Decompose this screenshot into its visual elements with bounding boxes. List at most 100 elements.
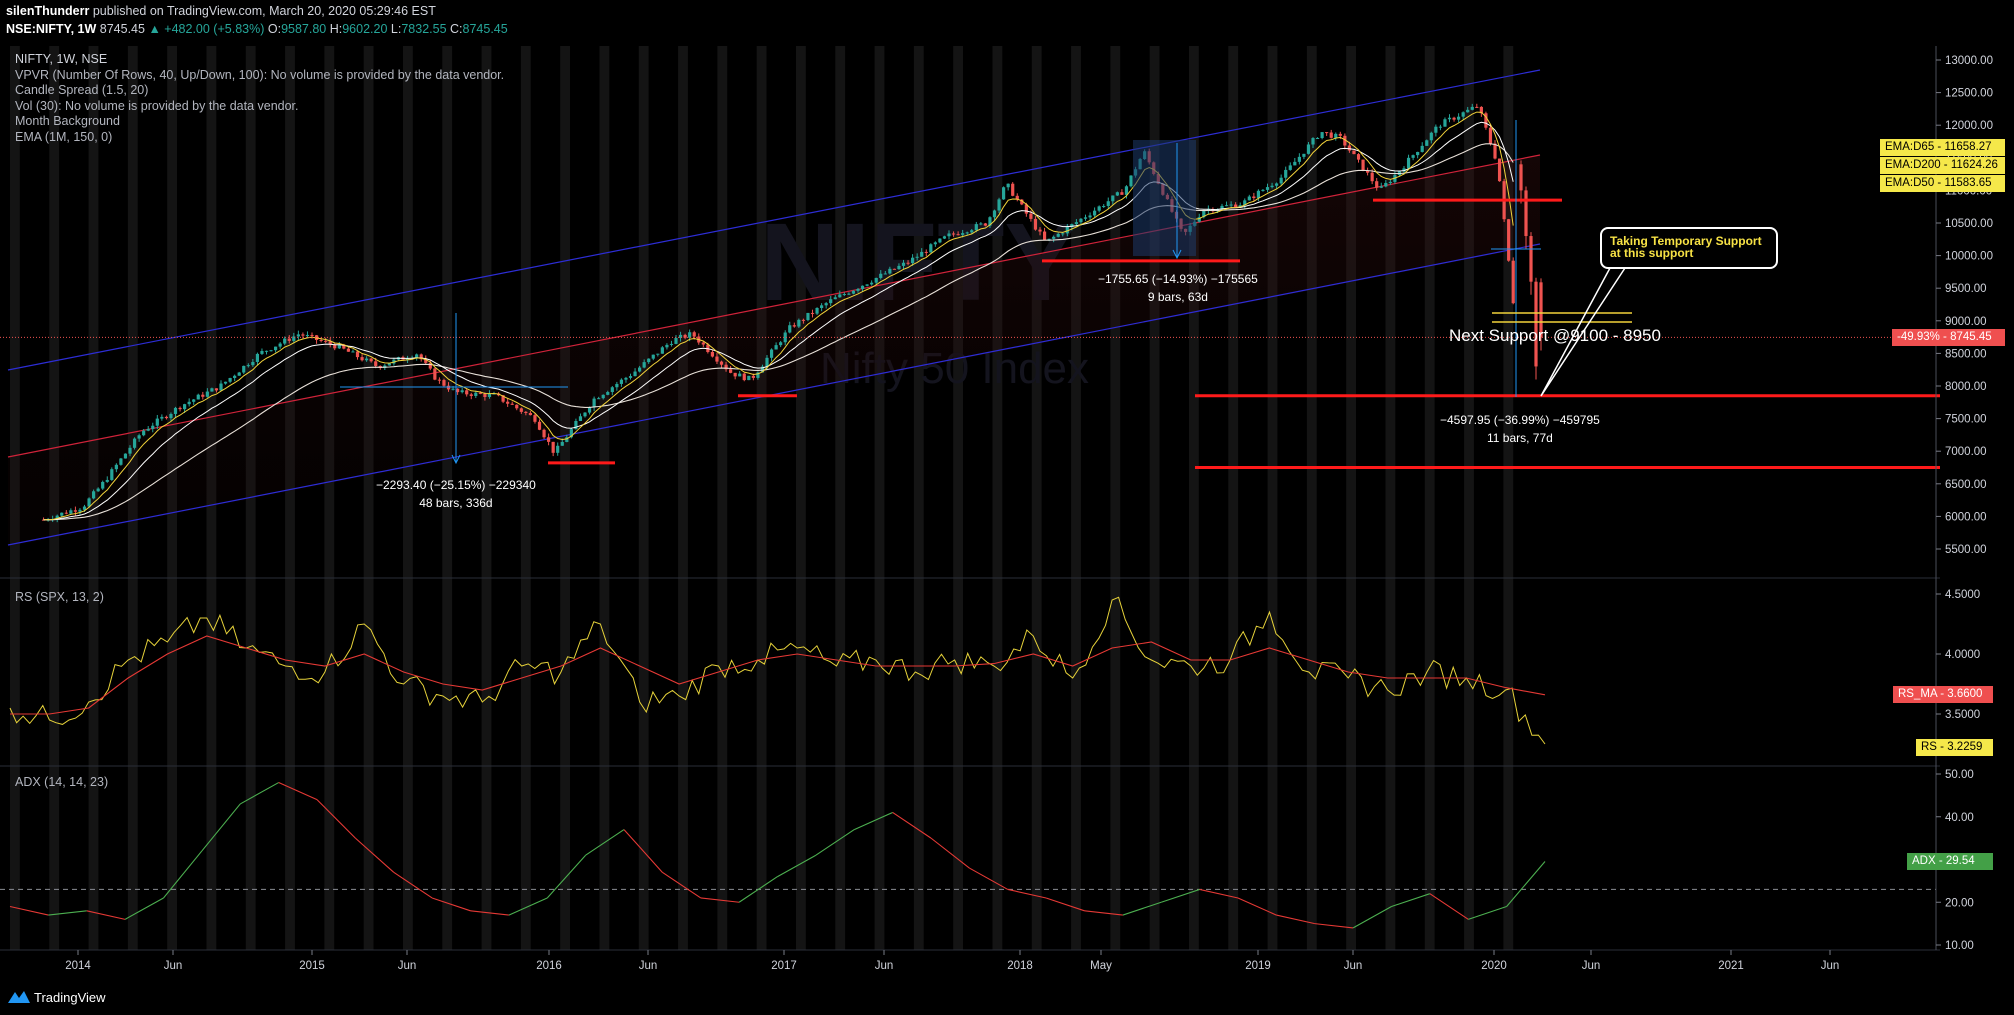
candle-body — [1488, 127, 1493, 144]
candle-body — [223, 381, 228, 384]
legend-month-background[interactable]: Month Background — [15, 114, 120, 128]
legend-symbol[interactable]: NIFTY, 1W, NSE — [15, 52, 108, 66]
candle-body — [942, 236, 947, 239]
candle-body — [251, 361, 255, 366]
candle-body — [1129, 175, 1133, 187]
low-value: 7832.55 — [401, 22, 447, 36]
candle-body — [283, 338, 287, 344]
candle-body — [87, 498, 91, 507]
time-tick-label: Jun — [1582, 960, 1601, 972]
candle-body — [1056, 233, 1060, 237]
adx-segment — [1468, 906, 1507, 920]
tradingview-logo-icon[interactable] — [7, 988, 31, 1006]
adx-segment — [969, 867, 1009, 890]
price-axes[interactable]: 13000.0012500.0012000.0011500.0011000.00… — [1935, 46, 1993, 952]
candle-body — [933, 242, 937, 245]
candle-body — [1261, 189, 1265, 191]
candle-body — [1529, 236, 1533, 282]
author-name[interactable]: silenThunderr — [6, 4, 90, 18]
candle-body — [92, 491, 96, 499]
candle-body — [847, 293, 851, 295]
legend-ema[interactable]: EMA (1M, 150, 0) — [15, 129, 113, 144]
legend-candle-spread[interactable]: Candle Spread (1.5, 20) — [15, 83, 149, 97]
price-change: ▲ +482.00 (+5.83%) — [148, 22, 265, 36]
month-band — [638, 46, 649, 950]
candle-body — [1302, 153, 1306, 157]
candle-body — [1475, 106, 1479, 108]
month-band — [403, 46, 413, 950]
adx-legend[interactable]: ADX (14, 14, 23) — [15, 775, 109, 789]
price-tick-label: 10000.00 — [1945, 251, 1993, 263]
candle-body — [992, 210, 997, 218]
legend-vol[interactable]: Vol (30): No volume is provided by the d… — [15, 98, 299, 113]
candle-body — [41, 519, 46, 521]
candle-body — [974, 224, 978, 231]
candle-body — [1443, 119, 1447, 127]
month-band — [1306, 46, 1317, 950]
month-band — [874, 46, 885, 950]
month-band — [1071, 46, 1081, 950]
candle-body — [1457, 116, 1461, 120]
chart-header: silenThunderr published on TradingView.c… — [0, 0, 2014, 40]
candle-body — [1206, 208, 1210, 211]
rs-value: 3.2259 — [1947, 741, 1983, 753]
candle-body — [437, 379, 442, 381]
candle-body — [105, 479, 109, 482]
candle-body — [660, 347, 664, 354]
candle-body — [1074, 222, 1079, 225]
adx-segment — [1045, 897, 1085, 912]
brand-name[interactable]: TradingView — [34, 990, 106, 1005]
candle-body — [73, 510, 78, 512]
candle-body — [510, 403, 514, 405]
price-tick-label: 8500.00 — [1945, 348, 1987, 360]
candle-body — [1406, 157, 1411, 169]
time-tick-label: Jun — [398, 960, 417, 972]
rs-tick-label: 3.5000 — [1945, 709, 1980, 721]
chart-canvas[interactable]: NIFTY Nifty 50 Index 13000.0012500.00120… — [0, 40, 2014, 978]
candle-body — [524, 411, 528, 413]
candle-body — [69, 510, 73, 514]
time-tick-label: Jun — [639, 960, 658, 972]
candle-body — [851, 290, 856, 294]
price-tick-label: 13000.00 — [1945, 55, 1993, 67]
candle-body — [405, 358, 410, 360]
candle-body — [1024, 204, 1028, 214]
rs-badge: RS - 3.2259 — [1916, 739, 1993, 756]
candle-body — [874, 277, 878, 283]
candle-body — [178, 407, 182, 410]
candle-body — [1343, 135, 1347, 146]
adx-segment — [1237, 897, 1277, 916]
candle-body — [483, 393, 487, 398]
close-value: 8745.45 — [462, 22, 508, 36]
month-band — [442, 46, 453, 950]
candle-body — [638, 367, 642, 372]
candle-body — [551, 441, 555, 453]
adx-tick-label: 20.00 — [1945, 897, 1974, 909]
candle-body — [601, 394, 605, 399]
last-price-value: 8745.45 — [1950, 331, 1992, 343]
measure-3-change: −4597.95 (−36.99%) −459795 — [1440, 413, 1600, 427]
candle-body — [164, 416, 169, 419]
candle-body — [506, 401, 510, 404]
publish-date: published on TradingView.com, March 20, … — [92, 4, 436, 18]
candle-body — [169, 413, 173, 419]
time-axis[interactable]: 2014 Jun 2015 Jun 2016 Jun 2017 Jun 2018 May 2019 J… — [65, 950, 1839, 972]
candle-body — [1493, 143, 1497, 159]
legend-vpvr[interactable]: VPVR (Number Of Rows, 40, Up/Down, 100):… — [15, 67, 505, 82]
candle-body — [333, 344, 337, 349]
candle-body — [947, 233, 951, 237]
candle-body — [55, 515, 59, 520]
drawing-tools[interactable] — [0, 120, 1940, 469]
adx-segment — [815, 829, 855, 856]
price-tick-label: 12000.00 — [1945, 120, 1993, 132]
last-price-badge: -49.93% - 8745.45 — [1892, 329, 2005, 346]
rs-legend[interactable]: RS (SPX, 13, 2) — [15, 590, 104, 604]
candle-body — [569, 429, 573, 438]
support-callout[interactable]: Taking Temporary Support at this support — [1600, 227, 1778, 269]
next-support-text[interactable]: Next Support @9100 - 8950 — [1449, 326, 1661, 345]
callout-line-1: Taking Temporary Support — [1610, 234, 1762, 248]
candle-body — [64, 512, 68, 514]
candle-body — [101, 481, 105, 489]
adx-segment — [1084, 910, 1123, 916]
candle-body — [346, 348, 351, 352]
